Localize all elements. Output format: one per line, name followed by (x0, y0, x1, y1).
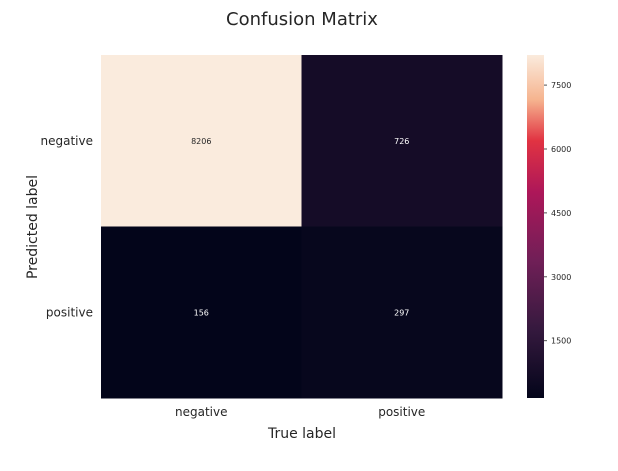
x-axis-label: True label (267, 426, 336, 442)
chart-title: Confusion Matrix (226, 9, 378, 30)
colorbar-tick-label: 6000 (551, 145, 571, 154)
heatmap-cell (101, 55, 302, 227)
heatmap-cell (301, 55, 503, 227)
x-tick-labels: negative positive (175, 405, 425, 419)
colorbar-tick-label: 1500 (551, 337, 571, 346)
x-tick-label: positive (378, 405, 425, 419)
cell-annotation: 156 (194, 308, 209, 317)
cell-annotation: 726 (394, 137, 409, 146)
y-tick-labels: negative positive (41, 134, 93, 320)
heatmap-cells (101, 55, 503, 399)
cell-annotations: 8206 726 156 297 (191, 137, 409, 318)
y-axis-label: Predicted label (25, 175, 41, 279)
y-tick-label: negative (41, 134, 93, 148)
heatmap-cell (301, 226, 503, 399)
cell-annotation: 297 (394, 308, 409, 317)
colorbar-tick-label: 7500 (551, 81, 571, 90)
colorbar-ticks: 1500 3000 4500 6000 7500 (544, 81, 571, 346)
colorbar (527, 55, 544, 398)
heatmap-cell (101, 226, 302, 399)
y-tick-label: positive (46, 305, 93, 319)
x-tick-label: negative (175, 405, 227, 419)
colorbar-tick-label: 3000 (551, 273, 571, 282)
cell-annotation: 8206 (191, 137, 211, 146)
colorbar-tick-label: 4500 (551, 209, 571, 218)
